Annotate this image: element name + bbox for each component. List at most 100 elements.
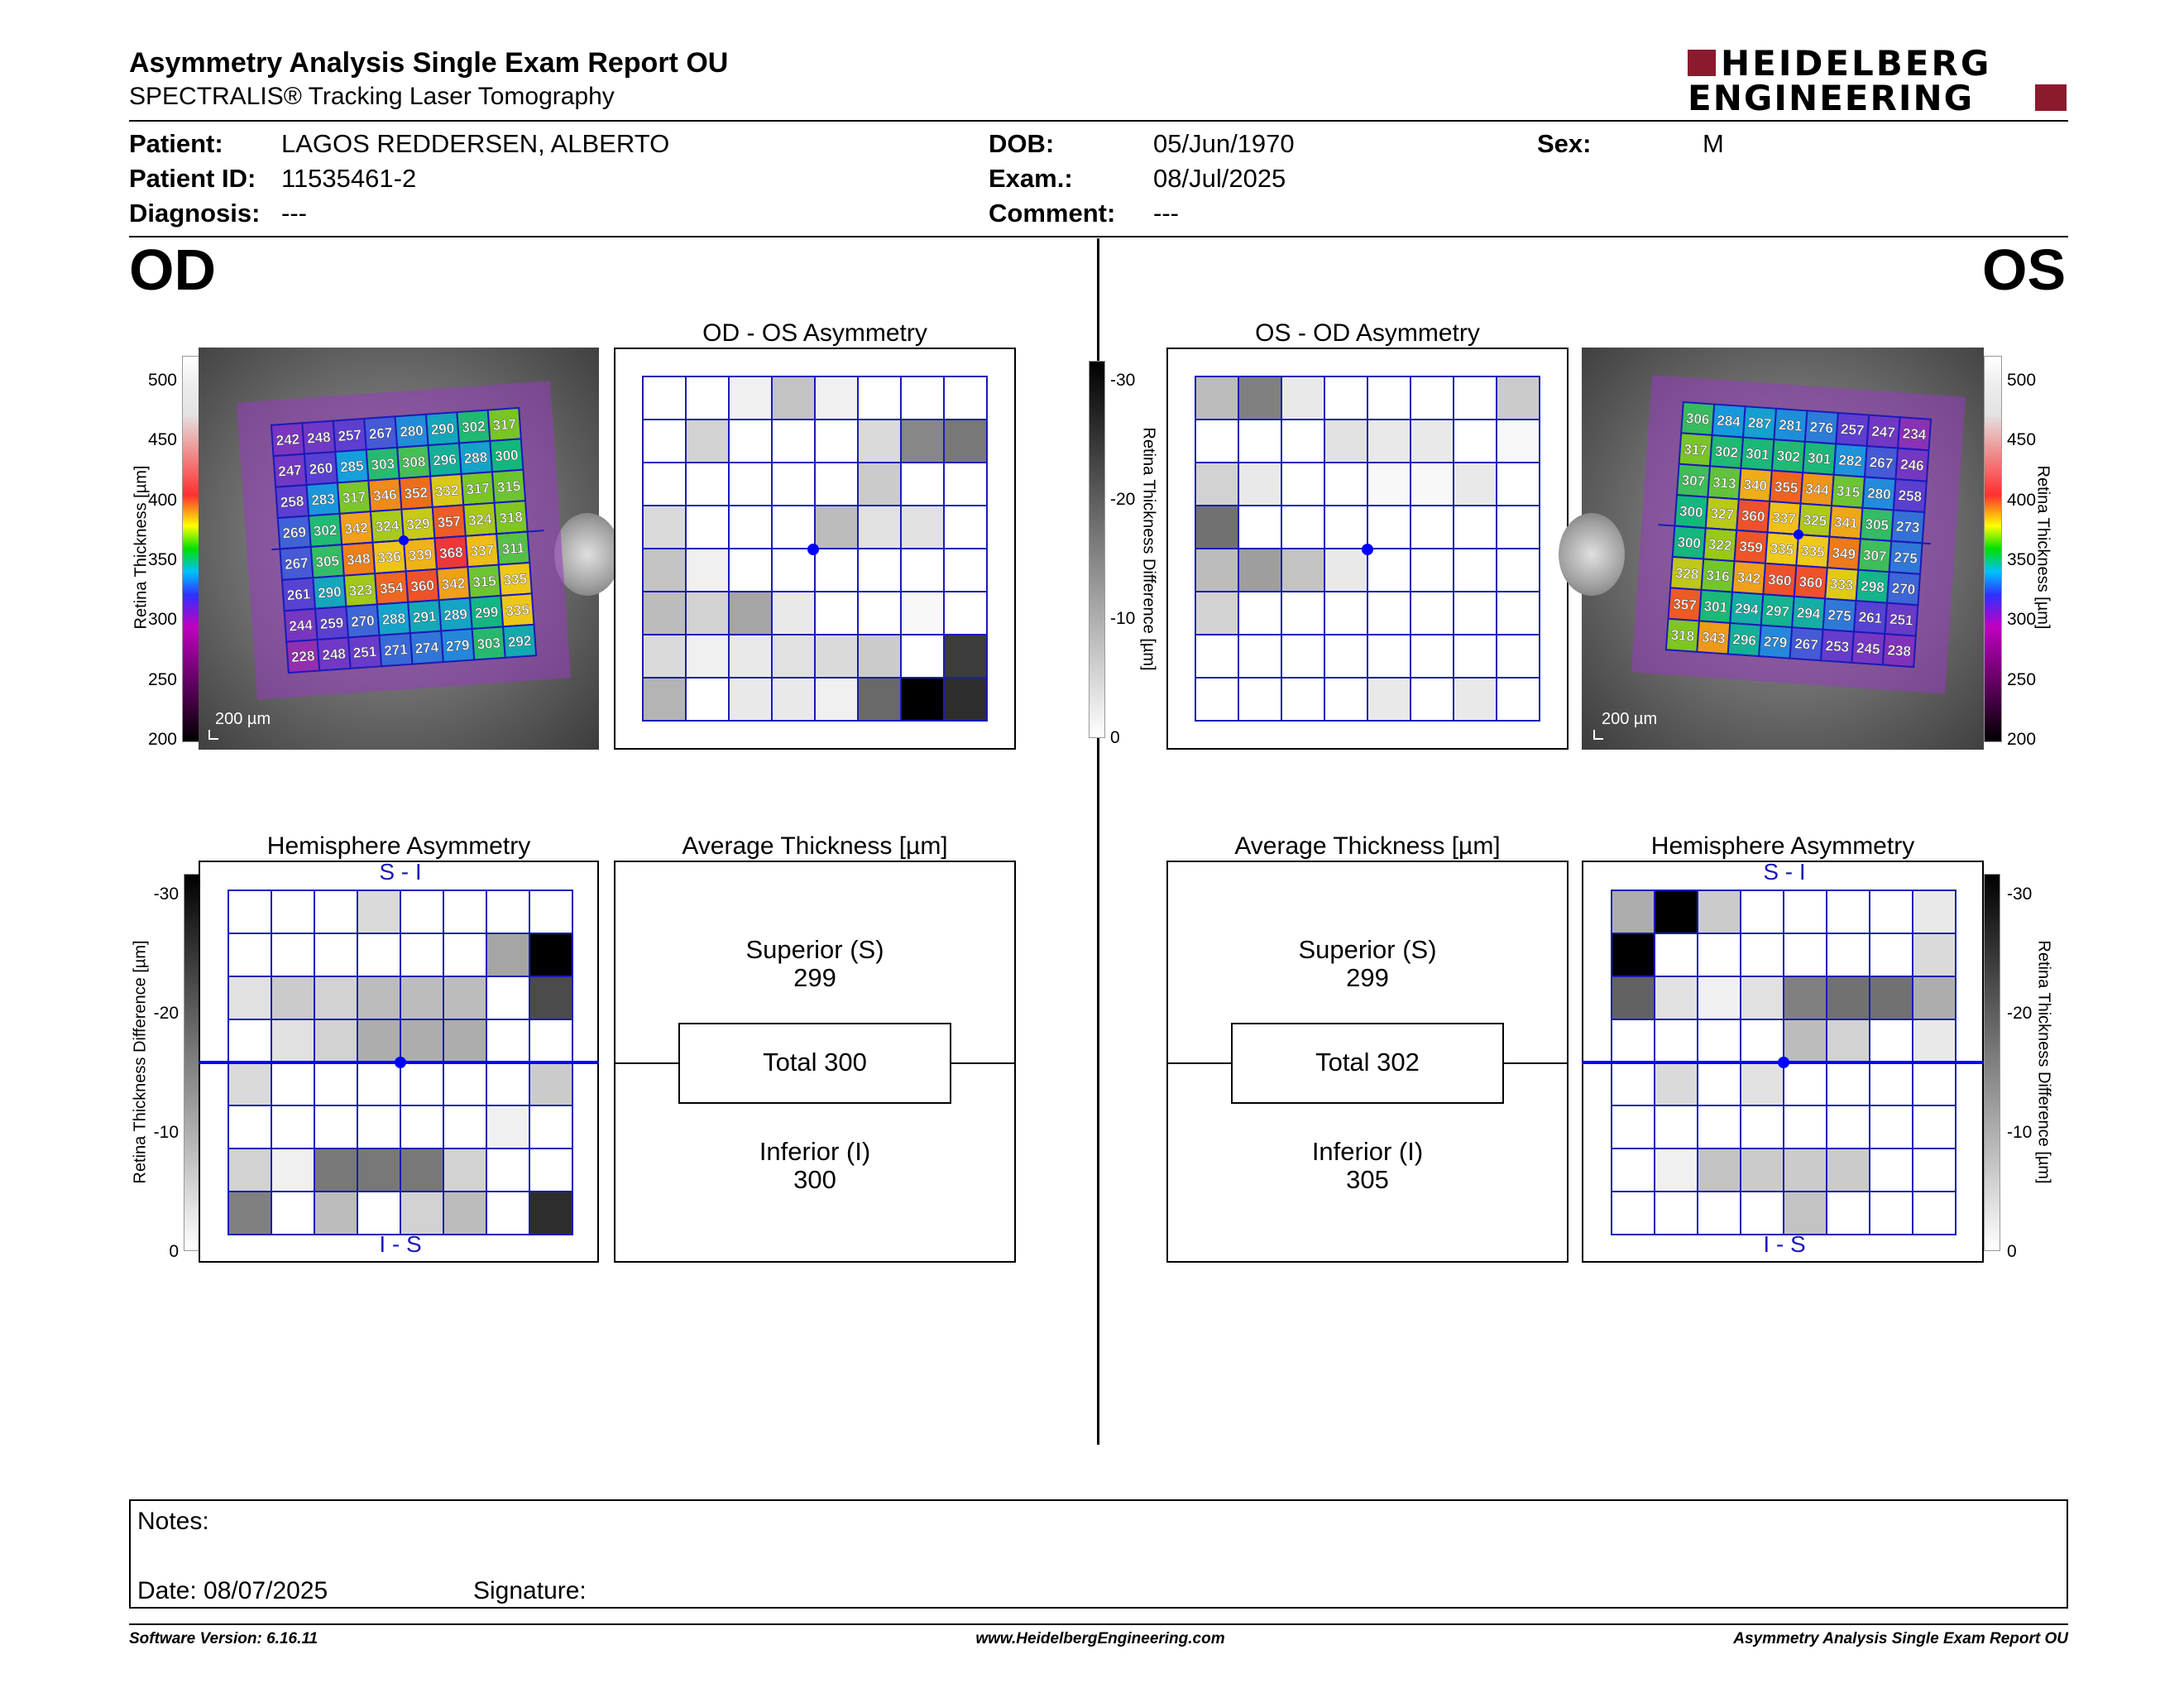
os-hemi-tick-label: -20 (2007, 1004, 2033, 1023)
od-map-cell-value: 267 (285, 555, 309, 573)
od-hemi-cell (529, 890, 573, 934)
os-asym-cell (1324, 548, 1368, 592)
od-hemi-cell (400, 1062, 444, 1106)
os-asym-cell (1496, 505, 1540, 549)
os-hemi-colorbar (1984, 874, 2000, 1251)
os-hemi-tick-label: -30 (2007, 885, 2033, 904)
od-asym-cell (943, 591, 988, 635)
od-hemi-cell (314, 1062, 358, 1106)
od-hemi-grid (199, 890, 599, 1235)
footer-url: www.HeidelbergEngineering.com (975, 1630, 1225, 1647)
os-asym-cell (1238, 634, 1282, 679)
os-hemi-cell (1783, 890, 1827, 934)
os-asym-cell (1410, 548, 1454, 592)
os-hemi-cell (1783, 1105, 1827, 1149)
od-asym-cell (771, 419, 816, 463)
os-asym-panel (1166, 348, 1569, 750)
od-asym-cell (857, 634, 902, 679)
od-optic-disc (554, 513, 620, 596)
os-asym-title: OS - OD Asymmetry (1255, 319, 1480, 347)
od-asym-cell (642, 591, 687, 635)
od-avg-panel: Superior (S) 299 Total 300 Inferior (I) … (614, 861, 1016, 1263)
os-map-cell-value: 322 (1707, 536, 1732, 554)
os-asym-cell (1453, 462, 1497, 506)
od-asym-cell (685, 591, 730, 635)
od-thickness-axis-label: Retina Thickness [µm] (132, 465, 151, 630)
os-scale-bar (1593, 730, 1603, 740)
od-asym-cell (857, 419, 902, 463)
exam-label: Exam.: (989, 164, 1073, 193)
os-asym-cell (1367, 634, 1411, 679)
os-map-cell-value: 337 (1772, 510, 1797, 527)
od-hemi-cell (529, 976, 573, 1020)
od-asym-cell (728, 591, 773, 635)
os-asym-cell (1496, 591, 1540, 635)
os-map-cell-value: 251 (1889, 611, 1914, 629)
os-hemi-cell (1869, 1105, 1913, 1149)
od-asym-cell (771, 591, 816, 635)
os-map-cell-value: 280 (1867, 485, 1892, 502)
od-map-cell-value: 289 (443, 607, 468, 624)
od-hemi-cell (357, 890, 401, 934)
info-divider (129, 236, 2068, 237)
od-map-cell-value: 260 (309, 460, 333, 477)
od-asym-cell (771, 548, 816, 592)
os-map-cell-value: 300 (1679, 503, 1704, 520)
os-hemi-grid (1582, 890, 1984, 1235)
od-map-cell-value: 342 (441, 575, 466, 592)
od-map-cell-value: 257 (338, 427, 362, 444)
center-diff-tick-label: -10 (1110, 609, 1136, 628)
os-scale-bar-label: 200 µm (1602, 710, 1658, 728)
od-map-cell (502, 623, 538, 659)
os-map-cell-value: 284 (1717, 413, 1741, 430)
os-asym-cell (1453, 419, 1497, 463)
os-map-cell-value: 261 (1858, 609, 1883, 626)
od-asym-cell (814, 376, 859, 420)
os-asym-cell (1496, 548, 1540, 592)
os-asym-cell (1238, 419, 1282, 463)
od-hemi-cell (271, 1191, 315, 1235)
center-diff-tick-label: -20 (1110, 490, 1136, 509)
os-hemi-cell (1697, 976, 1741, 1020)
report-subtitle: SPECTRALIS® Tracking Laser Tomography (129, 83, 615, 110)
os-asym-cell (1410, 419, 1454, 463)
os-thickness-colorbar (1984, 356, 2002, 742)
os-asym-cell (1410, 505, 1454, 549)
dob-value: 05/Jun/1970 (1153, 129, 1295, 158)
os-map-cell-value: 275 (1894, 549, 1918, 567)
od-thickness-tick-label: 200 (147, 730, 177, 749)
dob-label: DOB: (989, 129, 1055, 158)
od-hemi-bottom-label: I - S (379, 1231, 422, 1257)
os-asym-cell (1281, 548, 1325, 592)
os-hemi-cell (1869, 890, 1913, 934)
os-asym-cell (1281, 677, 1325, 722)
os-map-cell-value: 301 (1807, 450, 1832, 468)
os-hemi-cell (1783, 933, 1827, 977)
os-asym-cell (1453, 548, 1497, 592)
comment-value: --- (1153, 199, 1179, 228)
os-asym-cell (1238, 376, 1282, 420)
od-inferior-label: Inferior (I) (759, 1137, 871, 1166)
os-hemi-cell (1912, 933, 1956, 977)
os-hemi-cell (1783, 1062, 1827, 1106)
os-asym-cell (1410, 462, 1454, 506)
od-hemi-cell (486, 1019, 530, 1063)
od-map-cell-value: 318 (499, 509, 524, 526)
od-total-value: Total 300 (763, 1048, 867, 1077)
od-hemi-cell (314, 890, 358, 934)
od-asym-cell (943, 677, 988, 722)
od-map-cell-value: 360 (410, 578, 435, 595)
od-map-cell-value: 335 (505, 602, 530, 619)
os-hemi-tick-label: -10 (2007, 1123, 2033, 1142)
od-map-cell-value: 274 (414, 640, 439, 657)
od-hemi-cell (271, 1105, 315, 1149)
od-hemi-cell (314, 976, 358, 1020)
os-hemi-cell (1654, 1062, 1698, 1106)
od-asym-cell (900, 677, 945, 722)
od-hemi-cell (314, 933, 358, 977)
od-hemi-cell (486, 1062, 530, 1106)
od-map-cell-value: 280 (400, 423, 424, 440)
os-asym-cell (1367, 376, 1411, 420)
os-map-cell-value: 267 (1794, 635, 1819, 653)
